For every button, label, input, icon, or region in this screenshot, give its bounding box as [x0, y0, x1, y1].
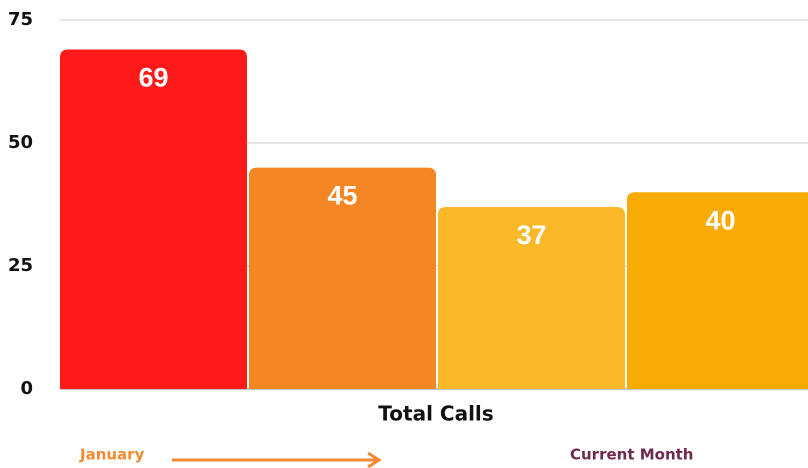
bar	[438, 206, 625, 389]
y-tick-label: 25	[8, 255, 33, 276]
y-tick-label: 0	[20, 378, 33, 399]
x-axis-label: Total Calls	[378, 402, 493, 426]
bar	[627, 192, 808, 389]
annotation-end: Current Month	[570, 446, 694, 464]
annotation-start: January	[79, 446, 145, 464]
data-label: 37	[516, 220, 546, 250]
data-label: 40	[705, 205, 735, 235]
data-label: 69	[138, 63, 168, 93]
y-tick-label: 75	[8, 9, 33, 30]
data-label: 45	[327, 181, 357, 211]
bar	[60, 49, 247, 390]
arrow-head	[367, 451, 382, 468]
y-tick-label: 50	[8, 132, 33, 153]
bar	[249, 167, 436, 389]
